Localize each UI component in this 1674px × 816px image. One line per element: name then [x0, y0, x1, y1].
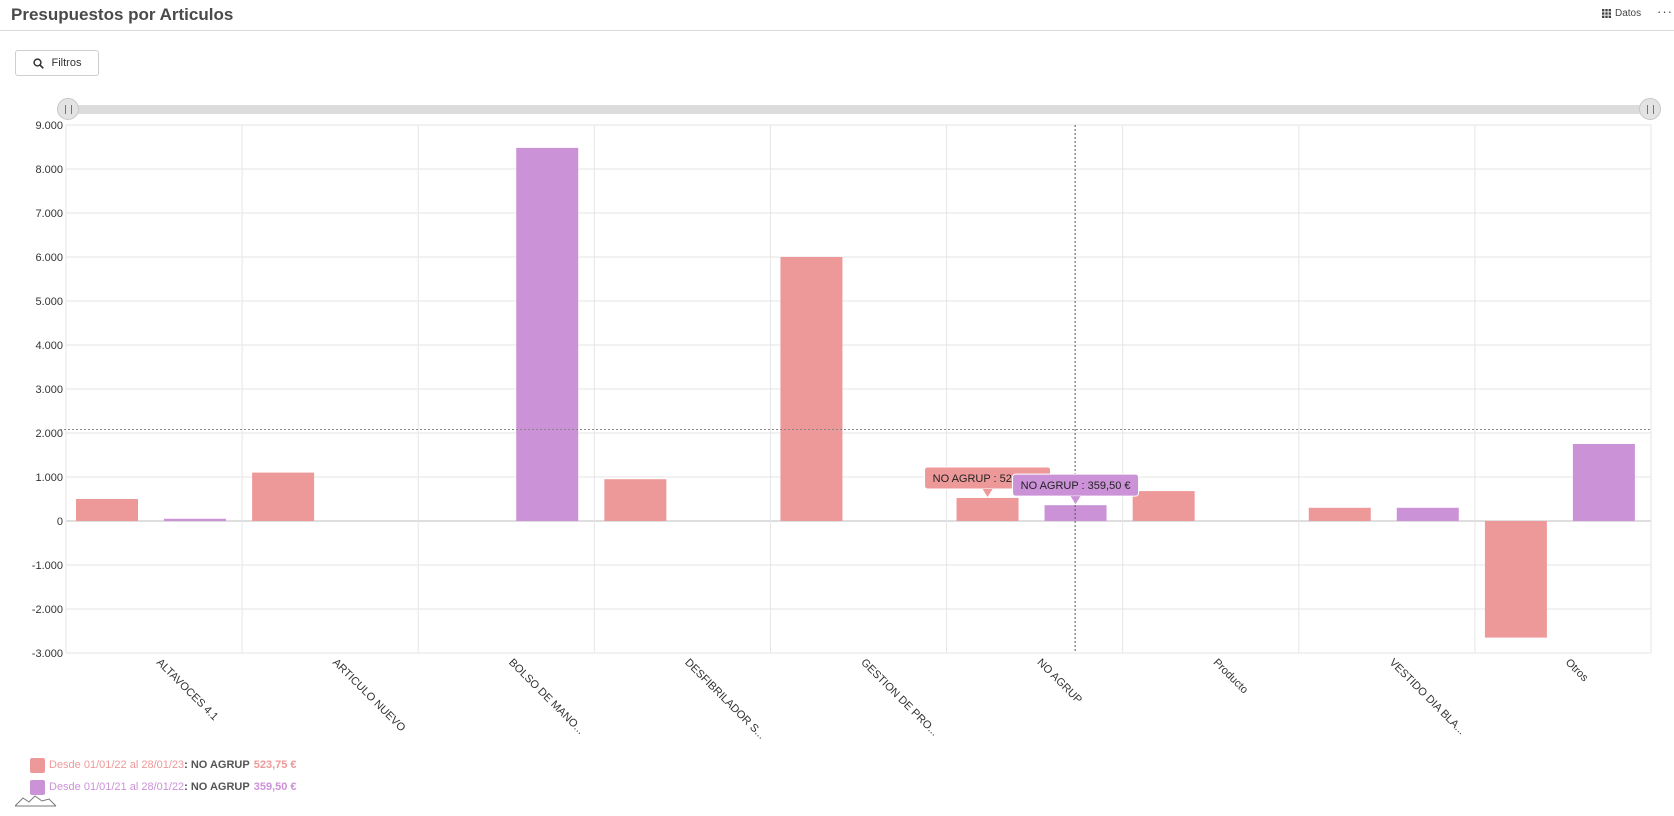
legend-item-series-2[interactable]: Desde 01/01/21 al 28/01/22: NO AGRUP 359… [30, 776, 297, 798]
bar-2-vestido-dia-bla [1396, 507, 1459, 521]
x-tick-label: GESTION DE PRO... [858, 657, 940, 739]
x-tick-label: ARTICULO NUEVO [330, 657, 408, 735]
y-tick-label: 3.000 [35, 384, 63, 396]
bar-1-altavoces-4-1 [76, 499, 138, 521]
bar-2-altavoces-4-1 [164, 518, 226, 521]
legend-category-2: NO AGRUP [190, 781, 250, 793]
x-tick-label: BOLSO DE MANO... [506, 657, 586, 737]
tooltip-text: NO AGRUP : 359,50 € [1021, 480, 1131, 492]
y-tick-label: -3.000 [32, 648, 63, 660]
legend-swatch-2 [30, 779, 45, 795]
y-tick-label: 1.000 [35, 472, 63, 484]
y-tick-label: 9.000 [35, 120, 63, 132]
datos-button[interactable]: Datos [1602, 8, 1641, 19]
tooltip-pointer [1070, 496, 1081, 505]
filtros-label: Filtros [51, 57, 82, 69]
filtros-button[interactable]: Filtros [15, 50, 99, 76]
y-tick-label: 7.000 [35, 208, 63, 220]
legend-period-1: Desde 01/01/22 al 28/01/23 [49, 759, 185, 771]
x-tick-label: Producto [1211, 657, 1251, 697]
bar-2-bolso-de-mano [516, 147, 579, 521]
range-slider-left-handle[interactable] [57, 98, 79, 120]
y-tick-label: 4.000 [35, 340, 63, 352]
x-tick-label: NO AGRUP [1034, 657, 1084, 707]
x-tick-label: DESFIBRILADOR S... [682, 657, 767, 742]
y-tick-label: -1.000 [32, 560, 63, 572]
legend-item-series-1[interactable]: Desde 01/01/22 al 28/01/23: NO AGRUP 523… [30, 754, 297, 776]
more-options-icon[interactable]: ··· [1657, 4, 1673, 19]
bar-1-vestido-dia-bla [1308, 507, 1371, 521]
chart-type-icon[interactable] [15, 793, 57, 807]
bar-1-no-agrup [956, 497, 1019, 521]
y-tick-label: 6.000 [35, 252, 63, 264]
bar-1-producto [1132, 491, 1195, 521]
legend-category-1: NO AGRUP [190, 759, 250, 771]
range-slider-right-handle[interactable] [1639, 98, 1661, 120]
search-icon [32, 57, 44, 69]
x-tick-label: VESTIDO DIA BLA... [1387, 657, 1468, 738]
range-slider-track[interactable] [68, 105, 1650, 114]
chart-header: Presupuestos por Articulos Datos ··· [0, 0, 1674, 31]
legend-swatch-1 [30, 757, 45, 773]
y-tick-label: 2.000 [35, 428, 63, 440]
legend-period-2: Desde 01/01/21 al 28/01/22 [49, 781, 185, 793]
bar-1-otros [1484, 521, 1547, 638]
tooltip-2: NO AGRUP : 359,50 € [1012, 473, 1140, 505]
bar-1-desfibrilador-s [604, 479, 667, 521]
legend-value-2: 359,50 € [253, 781, 297, 793]
x-tick-label: ALTAVOCES 4.1 [154, 657, 220, 723]
legend-value-1: 523,75 € [253, 759, 297, 771]
tooltip-pointer [982, 488, 993, 497]
y-tick-label: 5.000 [35, 296, 63, 308]
datos-label: Datos [1615, 8, 1642, 19]
bar-1-gestion-de-pro [780, 257, 843, 521]
grid-icon [1602, 9, 1611, 18]
page-title: Presupuestos por Articulos [11, 5, 234, 24]
bar-1-articulo-nuevo [252, 472, 315, 521]
y-tick-label: 8.000 [35, 164, 63, 176]
x-tick-label: Otros [1563, 657, 1591, 685]
chart-legend: Desde 01/01/22 al 28/01/23: NO AGRUP 523… [30, 754, 297, 798]
y-tick-label: 0 [57, 516, 63, 528]
bar-2-otros [1572, 444, 1635, 521]
y-tick-label: -2.000 [32, 604, 63, 616]
